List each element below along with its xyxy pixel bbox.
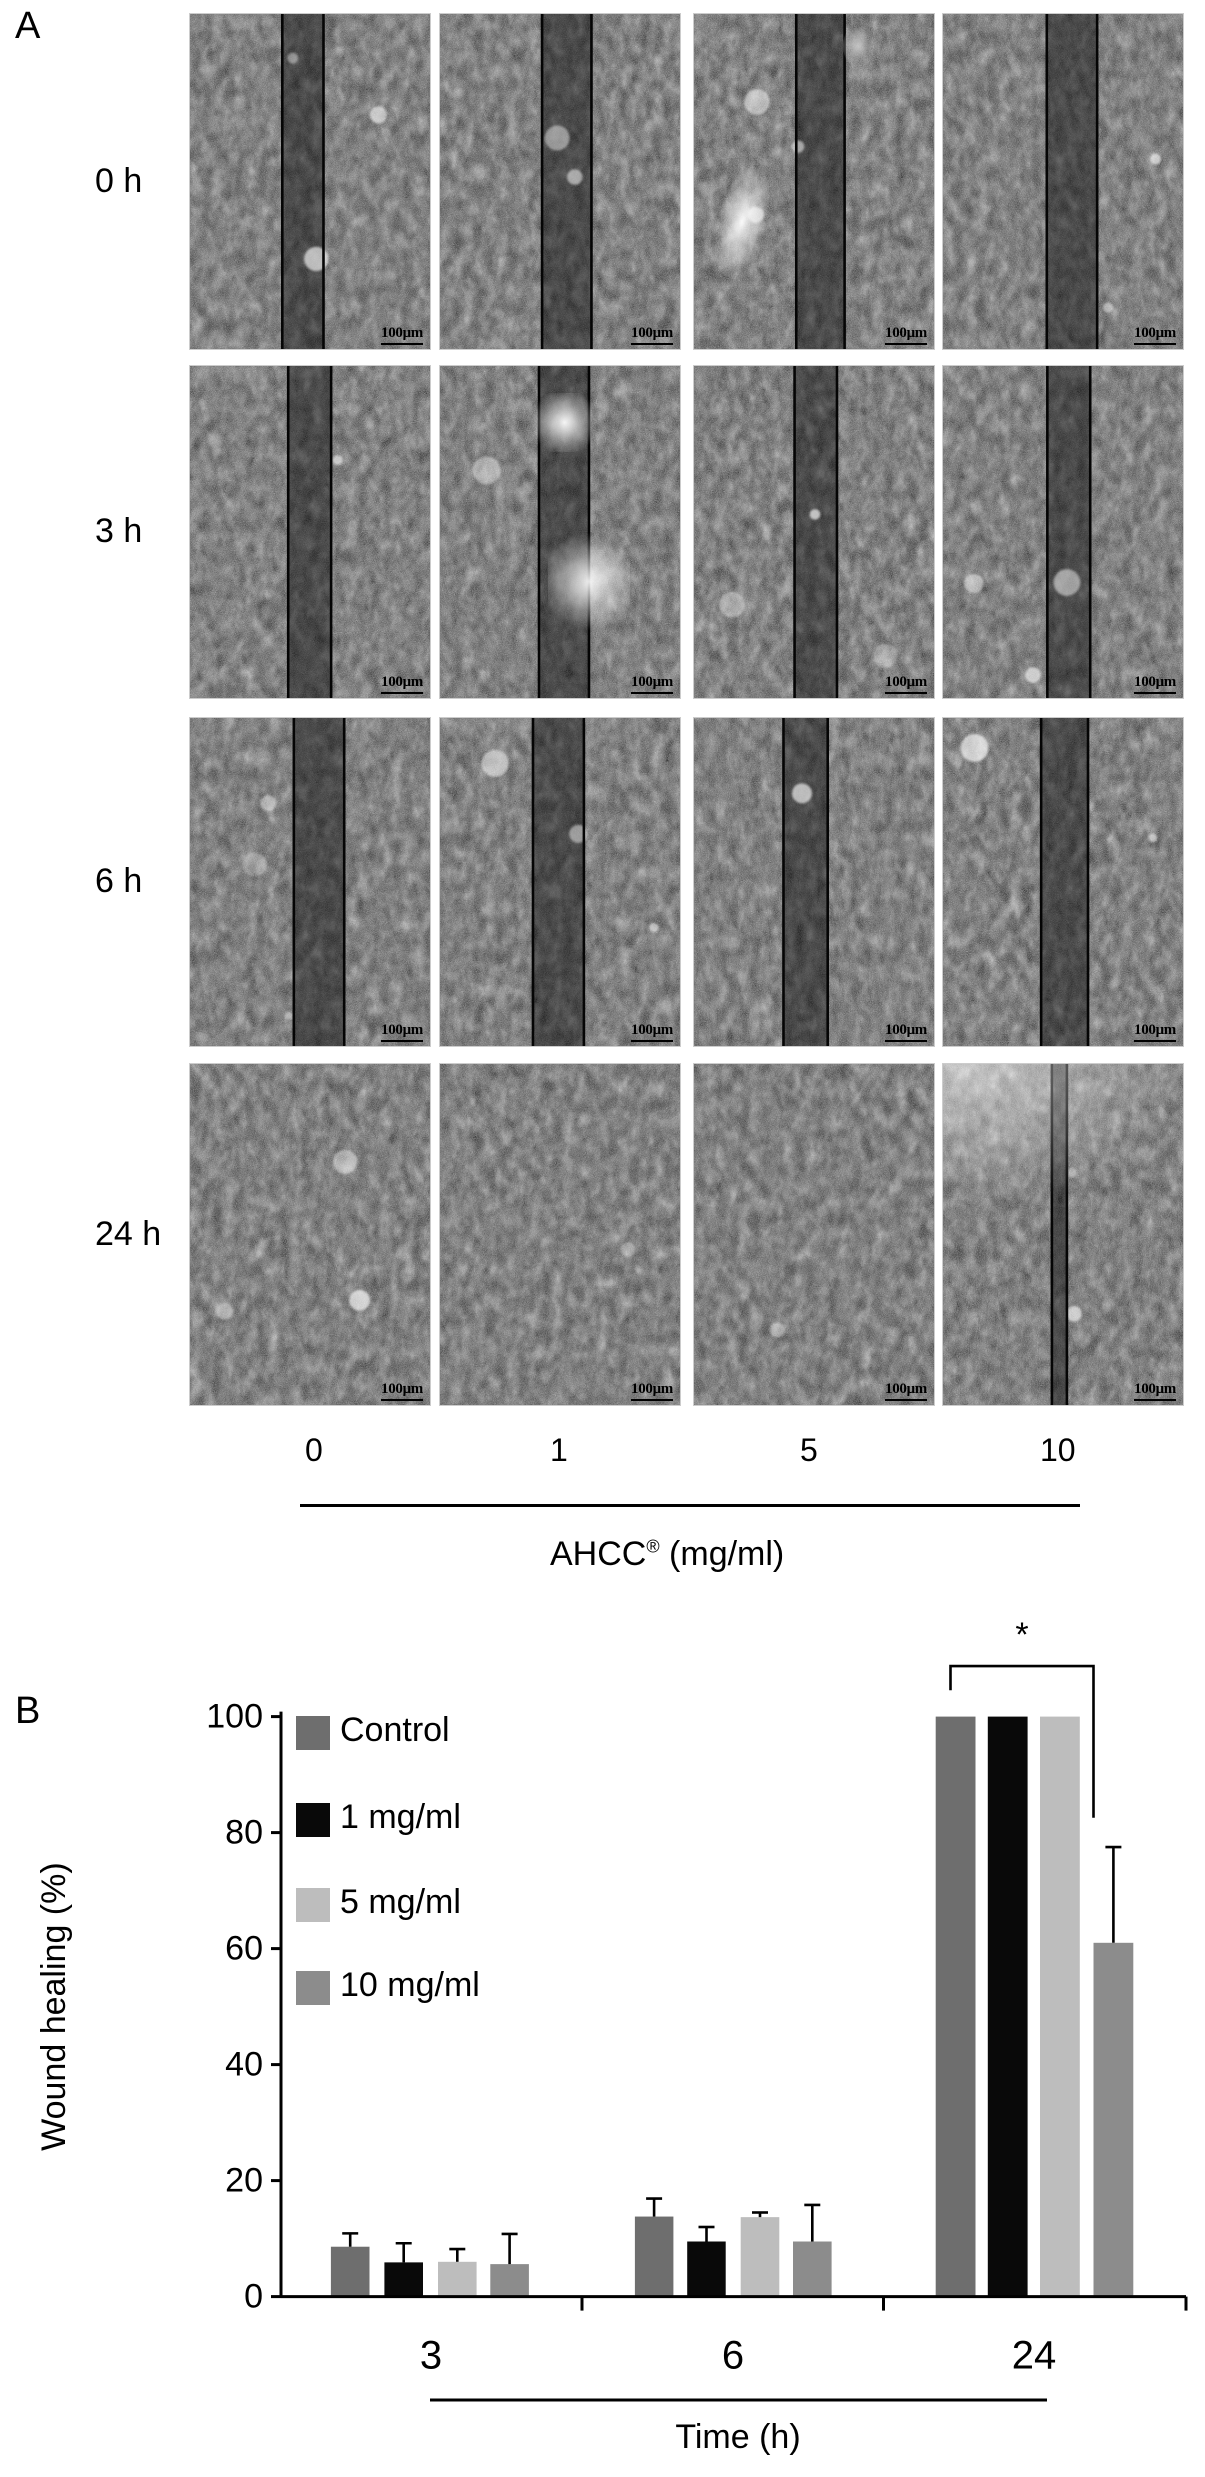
svg-text:Wound healing (%): Wound healing (%): [35, 1862, 73, 2151]
svg-text:Time (h): Time (h): [675, 2418, 800, 2456]
svg-text:*: *: [1015, 1620, 1028, 1654]
svg-text:24: 24: [1012, 2334, 1057, 2378]
svg-text:3: 3: [420, 2334, 442, 2378]
svg-text:0: 0: [244, 2278, 263, 2316]
svg-text:80: 80: [225, 1814, 263, 1852]
svg-text:60: 60: [225, 1930, 263, 1968]
svg-text:100: 100: [206, 1698, 263, 1736]
svg-text:6: 6: [722, 2334, 744, 2378]
svg-text:20: 20: [225, 2162, 263, 2200]
svg-text:40: 40: [225, 2046, 263, 2084]
